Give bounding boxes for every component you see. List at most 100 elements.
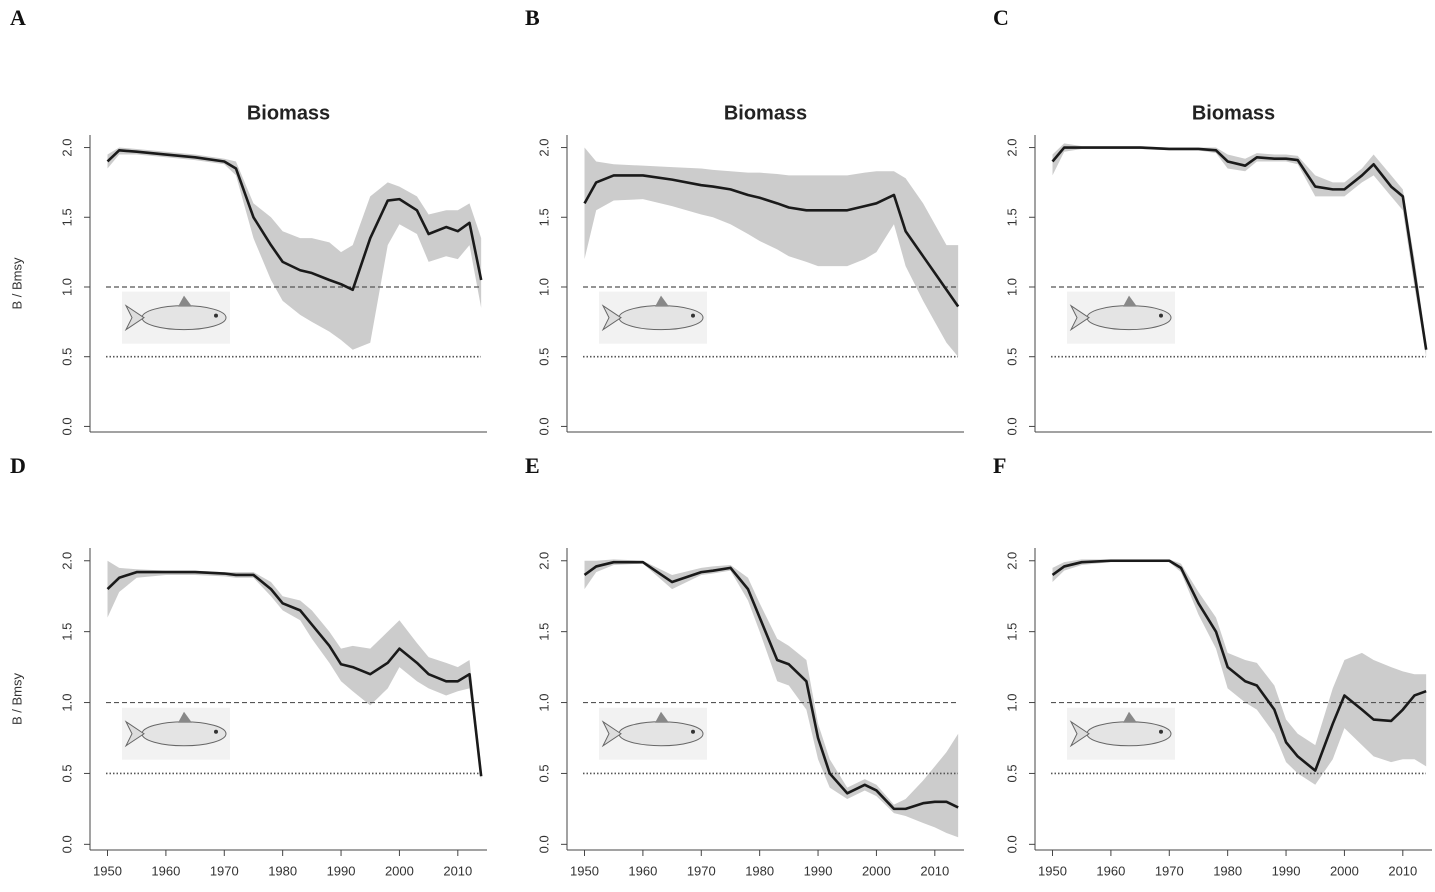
- confidence-band: [1052, 559, 1427, 785]
- confidence-band: [107, 560, 482, 781]
- panel-label: C: [993, 5, 1009, 30]
- fish-eye: [1159, 313, 1163, 318]
- y-tick-label: 0.0: [1004, 417, 1019, 435]
- y-tick-label: 1.0: [1004, 278, 1019, 296]
- fish-fin: [178, 711, 192, 723]
- y-tick-label: 0.5: [536, 348, 551, 366]
- y-tick-label: 1.5: [1004, 623, 1019, 641]
- y-tick-label: 2.0: [59, 139, 74, 157]
- fish-illustration: [122, 707, 230, 760]
- panel-label: E: [525, 453, 540, 478]
- x-tick-label: 2010: [443, 863, 472, 878]
- x-tick-label: 1990: [804, 863, 833, 878]
- y-tick-label: 2.0: [536, 139, 551, 157]
- y-tick-label: 1.5: [1004, 208, 1019, 226]
- y-tick-label: 0.0: [1004, 835, 1019, 853]
- data-line: [106, 149, 483, 292]
- y-tick-label: 1.0: [536, 278, 551, 296]
- y-tick-label: 2.0: [1004, 139, 1019, 157]
- y-tick-label: 0.0: [59, 417, 74, 435]
- fish-fin: [1123, 295, 1137, 307]
- fish-tail: [601, 304, 622, 332]
- confidence-band: [584, 147, 959, 357]
- x-tick-label: 2000: [385, 863, 414, 878]
- y-tick-label: 1.5: [59, 208, 74, 226]
- fish-illustration: [599, 291, 707, 344]
- x-tick-label: 1970: [210, 863, 239, 878]
- fish-body: [618, 305, 704, 331]
- x-tick-label: 1960: [151, 863, 180, 878]
- y-tick-label: 0.0: [536, 835, 551, 853]
- fish-eye: [691, 729, 695, 734]
- fish-eye: [691, 313, 695, 318]
- data-line: [583, 560, 959, 811]
- panel: E 0.0 0.5 1.0 1.5 2.0 1950 1960 1970 1980 1990 2000…: [525, 453, 964, 878]
- chart-title: Biomass: [1192, 102, 1275, 124]
- fish-illustration: [1067, 707, 1175, 760]
- y-tick-label: 0.5: [1004, 348, 1019, 366]
- chart-title: Biomass: [247, 102, 330, 124]
- fish-eye: [214, 729, 218, 734]
- y-tick-label: 1.0: [536, 694, 551, 712]
- x-tick-label: 1990: [327, 863, 356, 878]
- x-tick-label: 1960: [628, 863, 657, 878]
- fish-body: [141, 305, 227, 331]
- fish-illustration: [1067, 291, 1175, 344]
- y-axis-label: B / Bmsy: [9, 257, 24, 310]
- fish-tail: [1069, 304, 1090, 332]
- y-tick-label: 1.5: [59, 623, 74, 641]
- x-tick-label: 1970: [687, 863, 716, 878]
- panel: C Biomass 0.0 0.5 1.0 1.5 2.0: [993, 5, 1432, 435]
- x-tick-label: 2000: [1330, 863, 1359, 878]
- x-tick-label: 1960: [1096, 863, 1125, 878]
- y-tick-label: 0.5: [59, 764, 74, 782]
- y-tick-label: 0.0: [59, 835, 74, 853]
- y-tick-label: 0.5: [1004, 764, 1019, 782]
- fish-body: [141, 721, 227, 747]
- y-tick-label: 1.0: [1004, 694, 1019, 712]
- fish-body: [618, 721, 704, 747]
- fish-illustration: [599, 707, 707, 760]
- x-tick-label: 1980: [745, 863, 774, 878]
- fish-eye: [1159, 729, 1163, 734]
- y-tick-label: 1.5: [536, 208, 551, 226]
- x-tick-label: 1990: [1272, 863, 1301, 878]
- fish-fin: [1123, 711, 1137, 723]
- chart-title: Biomass: [724, 102, 807, 124]
- x-tick-label: 2010: [920, 863, 949, 878]
- y-tick-label: 2.0: [536, 552, 551, 570]
- panel-label: B: [525, 5, 540, 30]
- y-axis-label: B / Bmsy: [9, 673, 24, 726]
- panel: B Biomass 0.0 0.5 1.0 1.5 2.0: [525, 5, 964, 435]
- confidence-band: [107, 147, 482, 350]
- fish-fin: [655, 295, 669, 307]
- x-tick-label: 1980: [1213, 863, 1242, 878]
- y-tick-label: 1.0: [59, 278, 74, 296]
- data-line: [1051, 559, 1427, 772]
- y-tick-label: 0.5: [536, 764, 551, 782]
- x-tick-label: 1950: [93, 863, 122, 878]
- fish-tail: [124, 304, 145, 332]
- y-tick-label: 1.5: [536, 623, 551, 641]
- fish-illustration: [122, 291, 230, 344]
- data-line: [1051, 146, 1428, 350]
- panel-label: D: [10, 453, 26, 478]
- fish-body: [1086, 305, 1172, 331]
- fish-tail: [601, 720, 622, 748]
- x-tick-label: 2010: [1388, 863, 1417, 878]
- confidence-band: [584, 559, 959, 838]
- fish-body: [1086, 721, 1172, 747]
- x-tick-label: 1970: [1155, 863, 1184, 878]
- fish-eye: [214, 313, 218, 318]
- panel: D B / Bmsy 0.0 0.5 1.0 1.5 2.0 1950 1960 1970 1980…: [9, 453, 487, 878]
- panel: F 0.0 0.5 1.0 1.5 2.0 1950 1960 1970 1980 1990 2000…: [993, 453, 1432, 878]
- y-tick-label: 1.0: [59, 694, 74, 712]
- panel-label: A: [10, 5, 26, 30]
- x-tick-label: 1950: [570, 863, 599, 878]
- fish-fin: [655, 711, 669, 723]
- data-line: [583, 174, 960, 308]
- panel: A Biomass B / Bmsy 0.0 0.5 1.0 1.5 2.0: [9, 5, 487, 435]
- fish-tail: [124, 720, 145, 748]
